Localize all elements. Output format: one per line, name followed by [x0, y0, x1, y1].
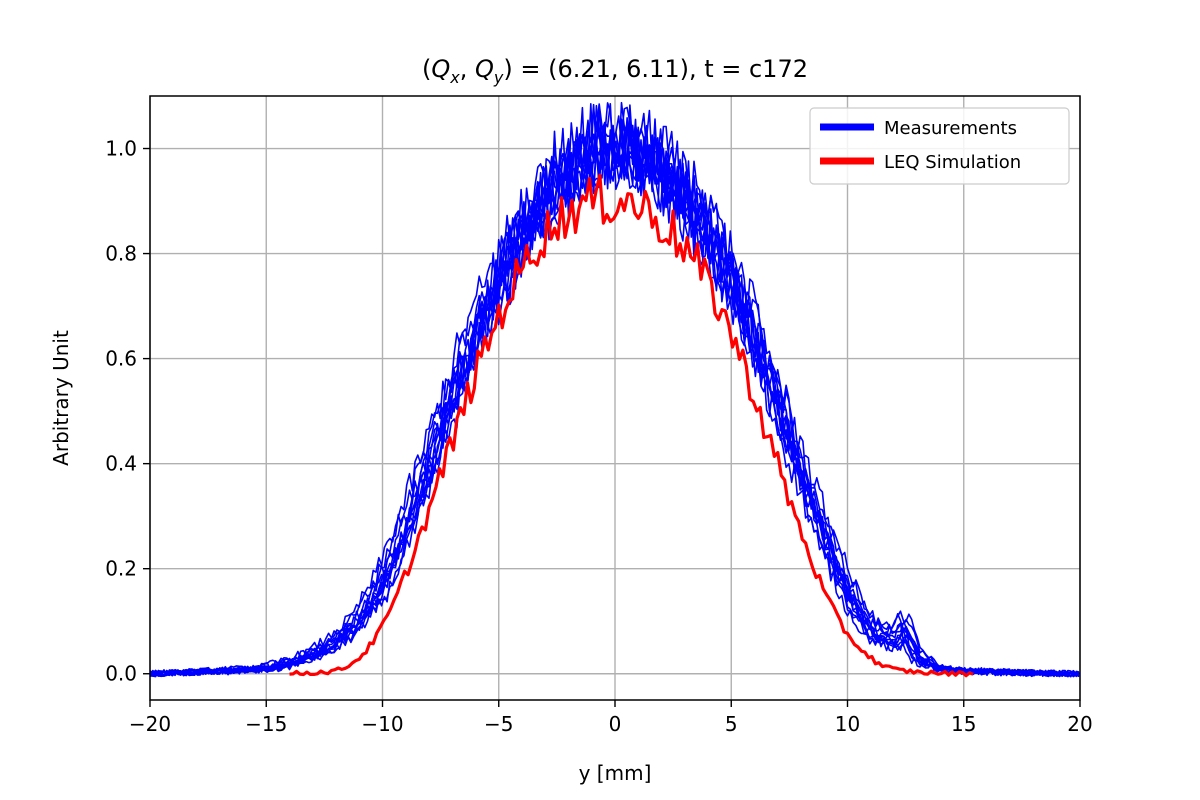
legend-label-leq-simulation: LEQ Simulation — [884, 152, 1021, 173]
x-tick-label: −5 — [484, 712, 513, 736]
y-tick-label: 0.2 — [105, 557, 137, 581]
legend: Measurements LEQ Simulation — [809, 107, 1070, 185]
x-tick-label: 0 — [609, 712, 622, 736]
x-axis-label: y [mm] — [579, 761, 652, 785]
x-tick-label: −20 — [129, 712, 171, 736]
y-tick-label: 0.6 — [105, 347, 137, 371]
simulation-trace — [289, 173, 974, 678]
legend-label-measurements: Measurements — [884, 118, 1017, 139]
y-tick-label: 0.0 — [105, 662, 137, 686]
legend-box — [809, 107, 1070, 185]
y-axis-label: Arbitrary Unit — [49, 330, 73, 466]
measurement-trace — [150, 103, 1080, 678]
y-tick-label: 0.8 — [105, 242, 137, 266]
x-tick-label: −10 — [361, 712, 403, 736]
chart-title: (Qx, Qy) = (6.21, 6.11), t = c172 — [422, 55, 808, 87]
axis-ticks: −20 −15 −10 −5 0 5 10 15 20 0.0 0.2 0.4 0.6 0.8 1.0 — [105, 137, 1093, 736]
x-tick-label: 10 — [835, 712, 860, 736]
x-tick-label: 15 — [951, 712, 976, 736]
x-tick-label: 20 — [1067, 712, 1092, 736]
x-tick-label: −15 — [245, 712, 287, 736]
y-tick-label: 0.4 — [105, 452, 137, 476]
grid-lines — [149, 96, 1081, 700]
x-tick-label: 5 — [725, 712, 738, 736]
y-tick-label: 1.0 — [105, 137, 137, 161]
series-layer — [150, 101, 1080, 678]
